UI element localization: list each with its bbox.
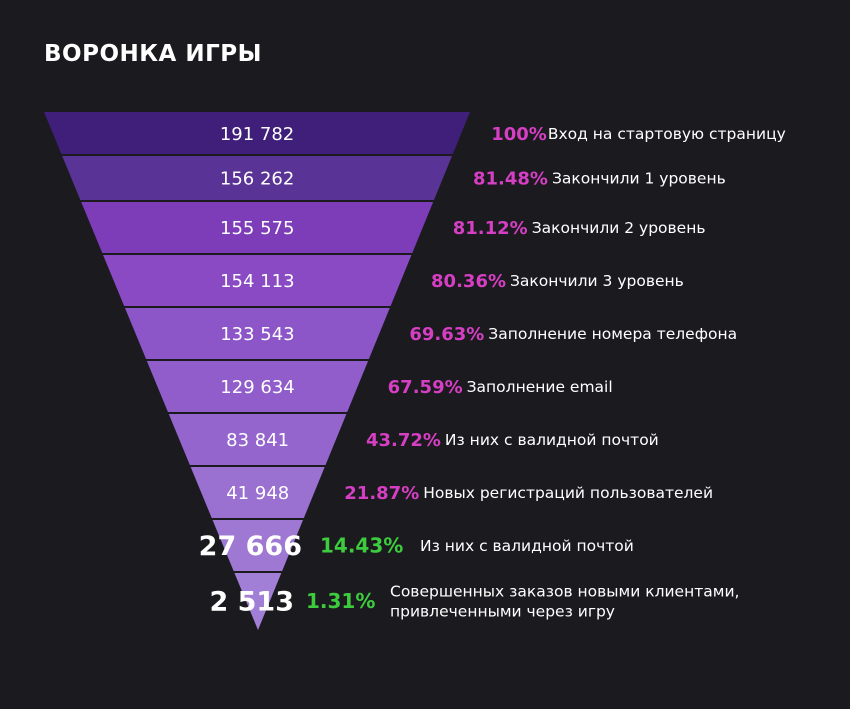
stage-label-4: Закончили 3 уровень — [510, 272, 684, 290]
stage-value-3: 155 575 — [220, 218, 294, 239]
stage-value-6: 129 634 — [220, 377, 294, 398]
funnel-band-10 — [234, 573, 282, 630]
stage-label-3: Закончили 2 уровень — [532, 219, 706, 237]
stage-label-9: Из них с валидной почтой — [420, 537, 634, 555]
stage-label-6: Заполнение email — [467, 378, 613, 396]
funnel-band-6 — [146, 361, 369, 412]
stage-label-7: Из них с валидной почтой — [445, 431, 659, 449]
chart-title: ВОРОНКА ИГРЫ — [44, 41, 262, 67]
stage-percent-4: 80.36% — [431, 271, 506, 292]
stage-value-10: 2 513 — [209, 587, 294, 618]
funnel-band-9 — [212, 520, 304, 571]
funnel-band-4 — [103, 255, 412, 306]
stage-value-4: 154 113 — [220, 271, 294, 292]
stage-percent-8: 21.87% — [344, 483, 419, 504]
stage-value-2: 156 262 — [220, 168, 294, 189]
stage-value-1: 191 782 — [220, 124, 294, 145]
stage-label-5: Заполнение номера телефона — [488, 325, 737, 343]
funnel-band-8 — [190, 467, 325, 518]
stage-percent-6: 67.59% — [388, 377, 463, 398]
stage-value-9: 27 666 — [199, 531, 302, 562]
funnel-band-3 — [81, 202, 434, 253]
stage-value-7: 83 841 — [226, 430, 289, 451]
stage-label-1: Вход на стартовую страницу — [548, 125, 786, 143]
stage-label-10: Совершенных заказов новыми клиентами, при… — [390, 583, 739, 621]
stage-percent-10: 1.31% — [306, 589, 375, 613]
stage-percent-3: 81.12% — [453, 218, 528, 239]
funnel-band-5 — [124, 308, 390, 359]
stage-percent-5: 69.63% — [409, 324, 484, 345]
stage-percent-9: 14.43% — [320, 534, 403, 558]
stage-value-8: 41 948 — [226, 483, 289, 504]
stage-percent-7: 43.72% — [366, 430, 441, 451]
stage-label-8: Новых регистраций пользователей — [423, 484, 713, 502]
stage-value-5: 133 543 — [220, 324, 294, 345]
funnel-band-1 — [44, 112, 470, 154]
stage-percent-2: 81.48% — [473, 168, 548, 189]
stage-label-2: Закончили 1 уровень — [552, 170, 726, 188]
funnel-band-2 — [62, 156, 452, 200]
funnel-band-7 — [168, 414, 347, 465]
stage-percent-1: 100% — [491, 124, 547, 145]
